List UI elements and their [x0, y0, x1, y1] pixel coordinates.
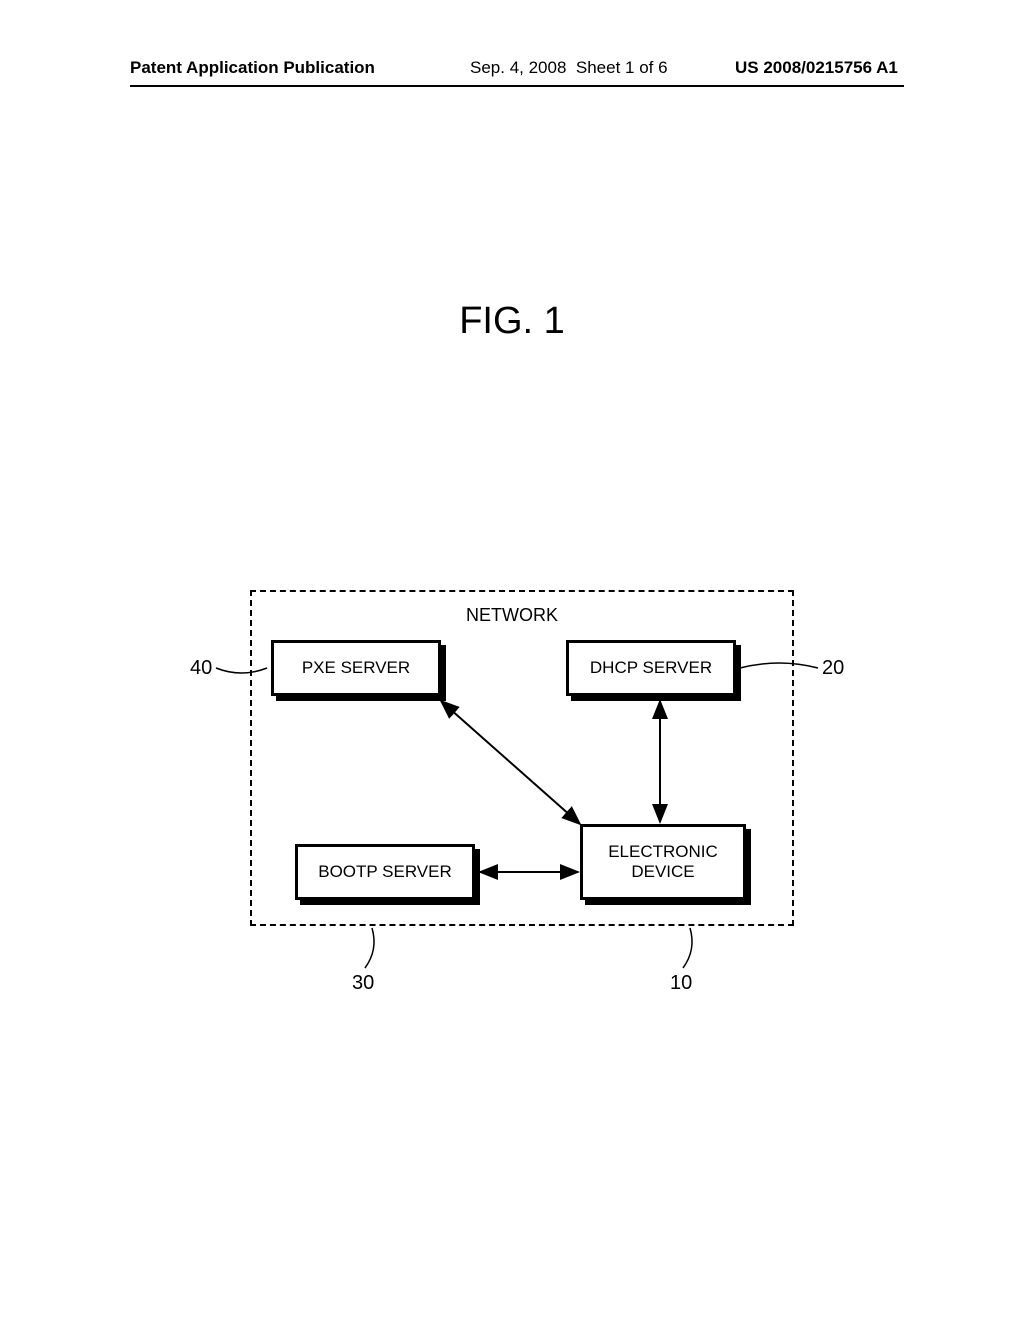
header-date: Sep. 4, 2008	[470, 58, 566, 77]
ref-label-20: 20	[822, 657, 844, 680]
ref-label-40: 40	[190, 657, 212, 680]
network-label: NETWORK	[0, 605, 1024, 626]
node-dev: ELECTRONIC DEVICE	[580, 824, 746, 900]
header-pubnum: US 2008/0215756 A1	[735, 58, 898, 78]
header-sheet: Sheet 1 of 6	[576, 58, 668, 77]
ref-label-10: 10	[670, 972, 692, 995]
header-date-sheet: Sep. 4, 2008 Sheet 1 of 6	[470, 58, 668, 78]
page-header: Patent Application Publication Sep. 4, 2…	[0, 58, 1024, 88]
leader-10	[683, 928, 692, 968]
header-publication: Patent Application Publication	[130, 58, 375, 78]
leader-30	[365, 928, 374, 968]
node-dhcp: DHCP SERVER	[566, 640, 736, 696]
figure-title: FIG. 1	[0, 300, 1024, 343]
header-rule	[130, 85, 904, 87]
node-pxe: PXE SERVER	[271, 640, 441, 696]
page: Patent Application Publication Sep. 4, 2…	[0, 0, 1024, 1320]
node-bootp: BOOTP SERVER	[295, 844, 475, 900]
ref-label-30: 30	[352, 972, 374, 995]
